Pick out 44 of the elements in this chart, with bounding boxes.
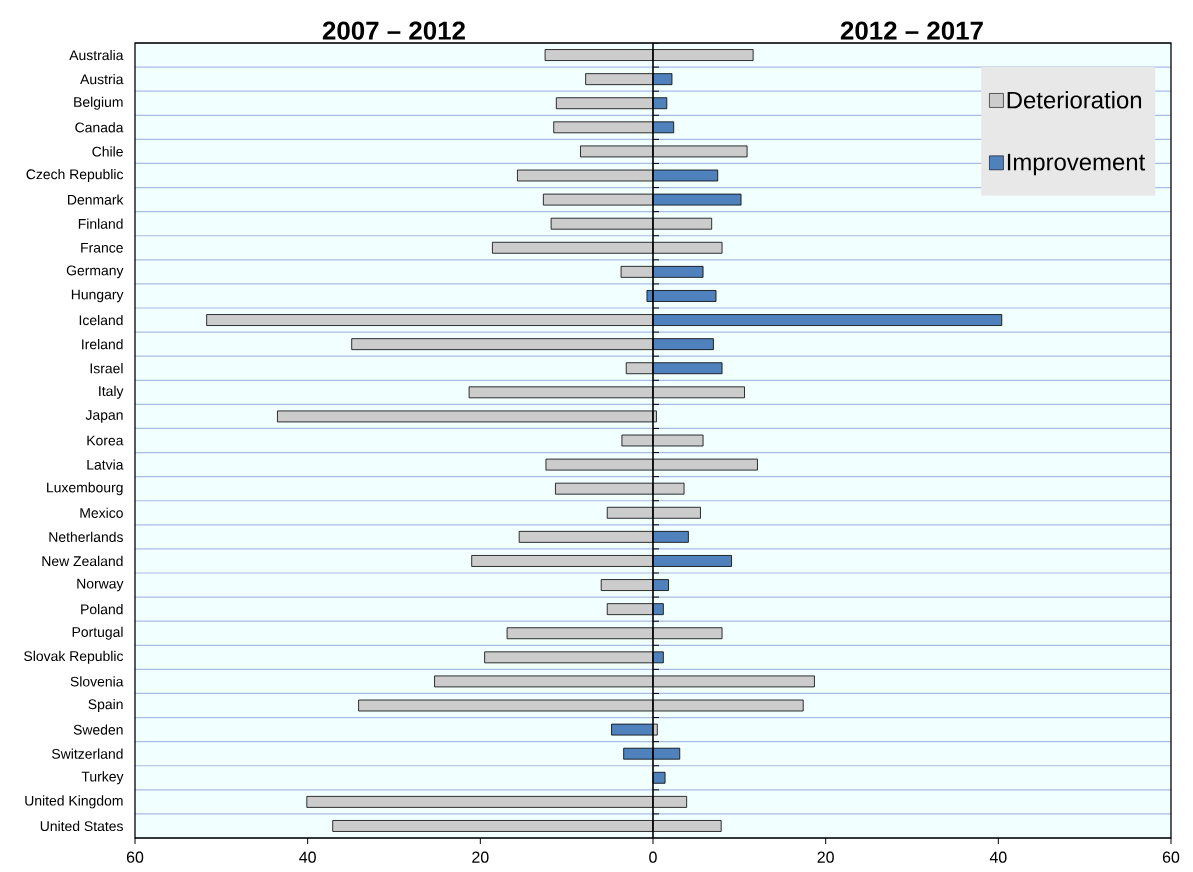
y-tick-label: Spain <box>88 699 123 713</box>
y-tick-label: Sweden <box>73 724 123 735</box>
y-tick-label: United Kingdom <box>25 795 123 809</box>
x-tick-label: 20 <box>472 851 489 863</box>
y-tick-label: Czech Republic <box>26 169 124 182</box>
text: 2012 – 2017 <box>840 21 983 40</box>
y-tick-label: Turkey <box>81 771 124 785</box>
x-tick-label: 40 <box>989 851 1007 863</box>
y-tick-label: Japan <box>85 410 123 423</box>
y-tick-label: Mexico <box>80 507 123 518</box>
y-tick-label: Switzerland <box>52 748 123 759</box>
legend-label: Deterioration <box>1007 91 1142 109</box>
y-tick-label: Israel <box>90 363 123 374</box>
y-tick-label: New Zealand <box>42 555 123 567</box>
y-tick-label: Ireland <box>82 339 123 350</box>
x-tick-label: 40 <box>299 851 316 863</box>
y-tick-label: Italy <box>99 385 124 399</box>
y-tick-label: Hungary <box>71 289 124 303</box>
y-tick-label: Netherlands <box>49 531 123 542</box>
y-tick-label: Latvia <box>87 459 124 470</box>
y-tick-label: Germany <box>66 265 124 279</box>
y-tick-label: Portugal <box>72 626 123 640</box>
y-tick-label: Denmark <box>68 194 124 205</box>
x-tick-label: 20 <box>817 851 834 863</box>
y-tick-label: Australia <box>69 49 124 61</box>
x-tick-label: 60 <box>126 851 144 863</box>
y-tick-label: United States <box>40 820 123 832</box>
y-tick-label: France <box>81 242 123 253</box>
y-tick-label: Finland <box>78 218 123 229</box>
y-tick-label: Austria <box>80 74 124 85</box>
y-tick-label: Poland <box>81 604 123 615</box>
y-tick-label: Luxembourg <box>47 482 123 496</box>
y-tick-label: Norway <box>77 578 124 592</box>
text: 2007 – 2012 <box>322 21 465 40</box>
y-tick-label: Slovak Republic <box>24 650 124 664</box>
y-tick-label: Slovenia <box>70 676 124 687</box>
y-tick-label: Chile <box>92 146 123 157</box>
y-tick-label: Canada <box>75 122 124 133</box>
y-tick-label: Belgium <box>74 96 123 110</box>
x-tick-label: 0 <box>649 851 657 863</box>
y-tick-label: Korea <box>87 435 124 446</box>
x-tick-label: 60 <box>1162 851 1180 863</box>
y-tick-label: Iceland <box>79 314 123 326</box>
legend-label: Improvement <box>1007 153 1146 176</box>
